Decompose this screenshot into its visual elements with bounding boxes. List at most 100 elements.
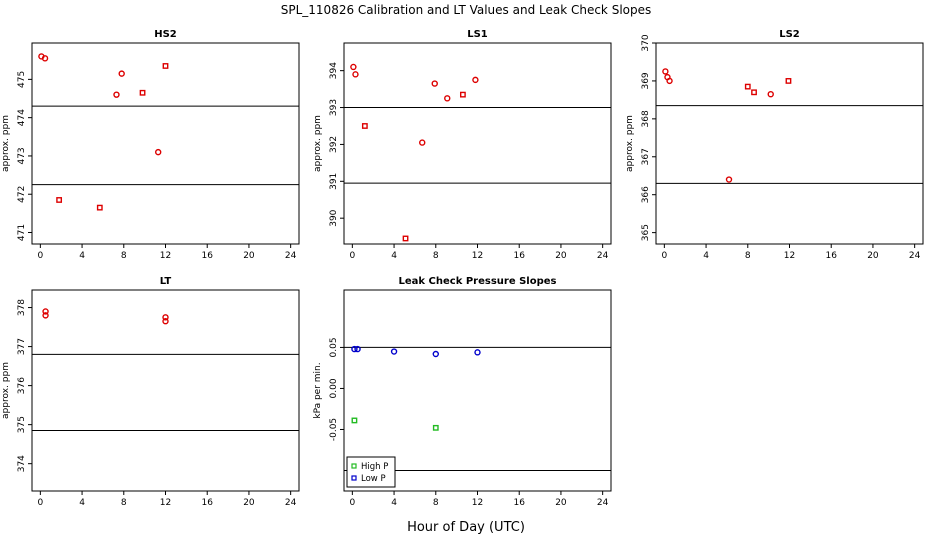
- data-point-circle: [118, 70, 125, 77]
- data-point-circle: [666, 77, 673, 85]
- y-tick-label: 393: [329, 99, 339, 116]
- x-tick-label: 8: [745, 251, 751, 261]
- y-tick-label: 394: [329, 62, 339, 79]
- data-point-circle: [154, 148, 162, 156]
- y-tick-label: 392: [329, 136, 339, 153]
- y-tick-label: 472: [17, 186, 27, 203]
- data-point-square: [432, 424, 439, 431]
- data-point-circle: [474, 349, 481, 356]
- data-point-circle: [350, 63, 357, 71]
- x-tick-label: 12: [160, 251, 171, 261]
- x-tick-label: 24: [909, 251, 921, 261]
- x-tick-label: 8: [433, 251, 439, 261]
- panel-hs2: HS2 approx. ppm 0 4 8 12 16 20 24 471 472 473 474 475: [1, 29, 300, 261]
- figure-xlabel: Hour of Day (UTC): [407, 520, 525, 535]
- x-tick-label: 8: [121, 498, 127, 508]
- x-tick-label: 16: [513, 251, 525, 261]
- y-axis-label: approx. ppm: [1, 362, 11, 419]
- y-axis-label: approx. ppm: [625, 115, 635, 172]
- y-tick-label: 367: [641, 148, 651, 165]
- x-tick-label: 4: [391, 498, 397, 508]
- data-point-circle: [725, 176, 733, 183]
- x-tick-label: 24: [597, 498, 609, 508]
- data-point-square: [96, 204, 103, 211]
- data-point-square: [361, 123, 368, 129]
- data-point-circle: [767, 90, 774, 98]
- y-tick-label: 391: [329, 173, 339, 190]
- data-point-square: [139, 89, 146, 96]
- data-point-circle: [432, 350, 439, 358]
- plot-frame: [31, 42, 300, 245]
- x-tick-label: 16: [825, 251, 837, 261]
- panel-title: LS2: [779, 29, 800, 40]
- x-tick-label: 12: [160, 498, 171, 508]
- x-tick-label: 20: [555, 498, 567, 508]
- x-tick-label: 12: [784, 251, 795, 261]
- panel-title: HS2: [154, 29, 177, 40]
- legend-box: [346, 456, 396, 488]
- data-point-square: [56, 197, 63, 203]
- y-tick-label: 474: [17, 109, 27, 126]
- x-tick-label: 4: [79, 251, 85, 261]
- y-tick-label: 366: [641, 186, 651, 203]
- x-tick-label: 20: [243, 251, 255, 261]
- y-tick-label: 365: [641, 224, 651, 241]
- data-point-circle: [42, 312, 49, 319]
- data-point-circle: [352, 71, 359, 78]
- panel-ls2: LS2 approx. ppm 0 4 8 12 16 20 24 365 366 367 368 369…: [625, 29, 924, 261]
- x-tick-label: 16: [201, 251, 213, 261]
- data-point-circle: [472, 76, 479, 84]
- data-point-circle: [444, 95, 451, 102]
- data-point-circle: [351, 345, 358, 353]
- y-tick-label: 378: [17, 299, 27, 316]
- data-point-circle: [42, 308, 49, 315]
- y-tick-label: 375: [17, 416, 27, 433]
- x-tick-label: 24: [285, 498, 297, 508]
- data-point-square: [785, 78, 792, 84]
- y-axis-label: kPa per min.: [313, 362, 323, 418]
- x-tick-label: 4: [391, 251, 397, 261]
- data-point-square: [744, 83, 751, 90]
- data-point-circle: [162, 318, 169, 325]
- y-tick-label: 475: [17, 71, 27, 88]
- data-point-circle: [354, 345, 361, 353]
- data-point-circle: [113, 91, 120, 98]
- y-axis-label: approx. ppm: [1, 115, 11, 172]
- x-tick-label: 8: [433, 498, 439, 508]
- x-tick-label: 24: [597, 251, 609, 261]
- x-tick-label: 4: [79, 498, 85, 508]
- x-tick-label: 12: [472, 498, 483, 508]
- y-tick-label: 368: [641, 110, 651, 127]
- figure-title: SPL_110826 Calibration and LT Values and…: [281, 3, 652, 17]
- legend-label: High P: [361, 462, 388, 472]
- x-tick-label: 16: [201, 498, 213, 508]
- y-tick-label: 390: [329, 209, 339, 226]
- legend-swatch: [351, 463, 357, 469]
- data-point-square: [351, 417, 358, 424]
- y-tick-label: 370: [641, 34, 651, 51]
- data-point-square: [402, 235, 409, 242]
- y-tick-label: 473: [17, 147, 27, 164]
- y-tick-label: 0.00: [329, 378, 339, 398]
- plot-frame: [655, 42, 924, 245]
- y-tick-label: 377: [17, 338, 27, 355]
- y-tick-label: 471: [17, 224, 27, 241]
- x-tick-label: 20: [243, 498, 255, 508]
- x-tick-label: 0: [349, 498, 355, 508]
- x-tick-label: 8: [121, 251, 127, 261]
- x-tick-label: 0: [37, 251, 43, 261]
- x-tick-label: 12: [472, 251, 483, 261]
- y-axis-label: approx. ppm: [313, 115, 323, 172]
- data-point-circle: [162, 314, 169, 321]
- y-tick-label: -0.05: [329, 418, 339, 441]
- panel-ls1: LS1 approx. ppm 0 4 8 12 16 20 24 390 391 392 393 394: [313, 29, 612, 261]
- data-point-square: [751, 89, 757, 96]
- x-tick-label: 20: [555, 251, 567, 261]
- y-tick-label: 374: [17, 455, 27, 472]
- legend-label: Low P: [361, 474, 386, 484]
- panel-title: LS1: [467, 29, 488, 40]
- plot-frame: [343, 42, 612, 245]
- data-point-circle: [41, 55, 49, 62]
- panel-title: LT: [160, 276, 172, 287]
